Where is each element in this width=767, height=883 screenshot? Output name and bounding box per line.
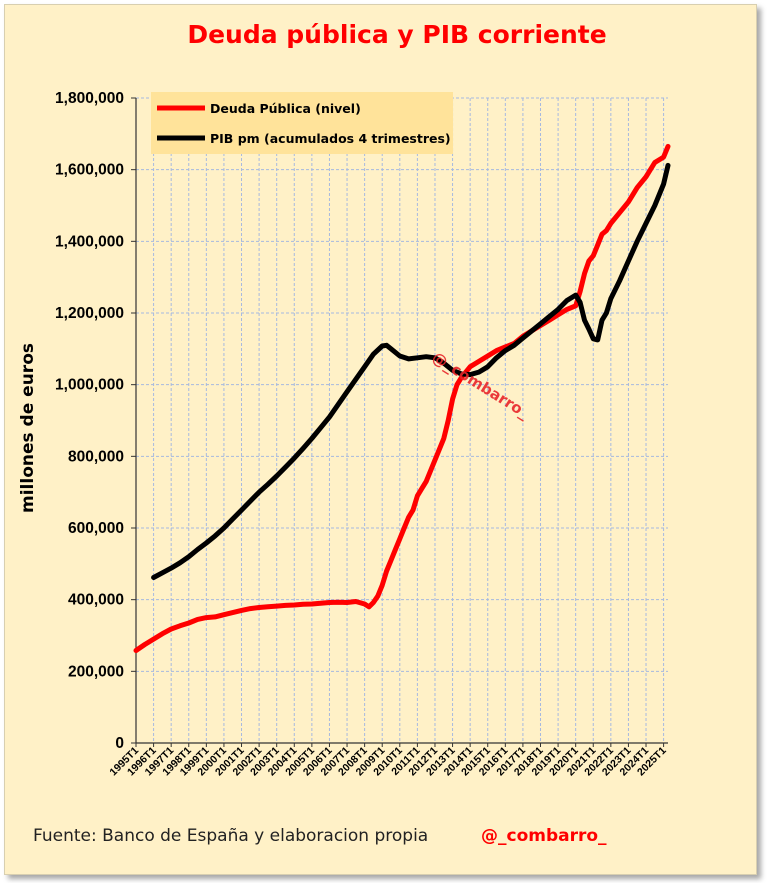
legend: Deuda Pública (nivel) PIB pm (acumulados… xyxy=(151,92,453,154)
plot-area xyxy=(136,98,668,743)
line-chart: Deuda pública y PIB corriente 0 200,000 40… xyxy=(18,20,671,846)
legend-box xyxy=(151,92,453,154)
y-tick-label: 800,000 xyxy=(68,448,124,465)
y-tick-label: 0 xyxy=(115,735,124,752)
y-tick-label: 600,000 xyxy=(68,520,124,537)
series-line-pib xyxy=(151,162,671,580)
series-lines xyxy=(133,143,671,653)
y-tick-label: 1,400,000 xyxy=(55,233,124,250)
y-axis-label: millones de euros xyxy=(18,343,38,513)
footer-source: Fuente: Banco de España y elaboracion pr… xyxy=(33,826,428,846)
y-tick-label: 1,200,000 xyxy=(55,305,124,322)
y-tick-label: 1,000,000 xyxy=(55,377,124,394)
y-tick-label: 200,000 xyxy=(68,663,124,680)
chart-title: Deuda pública y PIB corriente xyxy=(187,20,606,49)
y-tick-label: 400,000 xyxy=(68,592,124,609)
gridlines xyxy=(135,97,668,743)
y-tick-label: 1,800,000 xyxy=(55,90,124,107)
series-line-deuda-publica xyxy=(133,143,671,653)
axes xyxy=(135,98,668,744)
x-axis-ticks: 1995T11996T11997T11998T11999T12000T12001… xyxy=(107,743,669,778)
footer-handle: @_combarro_ xyxy=(481,826,607,846)
legend-label-deuda: Deuda Pública (nivel) xyxy=(210,101,361,116)
chart-frame: Deuda pública y PIB corriente 0 200,000 40… xyxy=(4,4,757,875)
y-axis-ticks: 0 200,000 400,000 600,000 800,000 1,000,000 1,… xyxy=(55,90,136,752)
y-tick-label: 1,600,000 xyxy=(55,162,124,179)
legend-label-pib: PIB pm (acumulados 4 trimestres) xyxy=(210,131,451,146)
